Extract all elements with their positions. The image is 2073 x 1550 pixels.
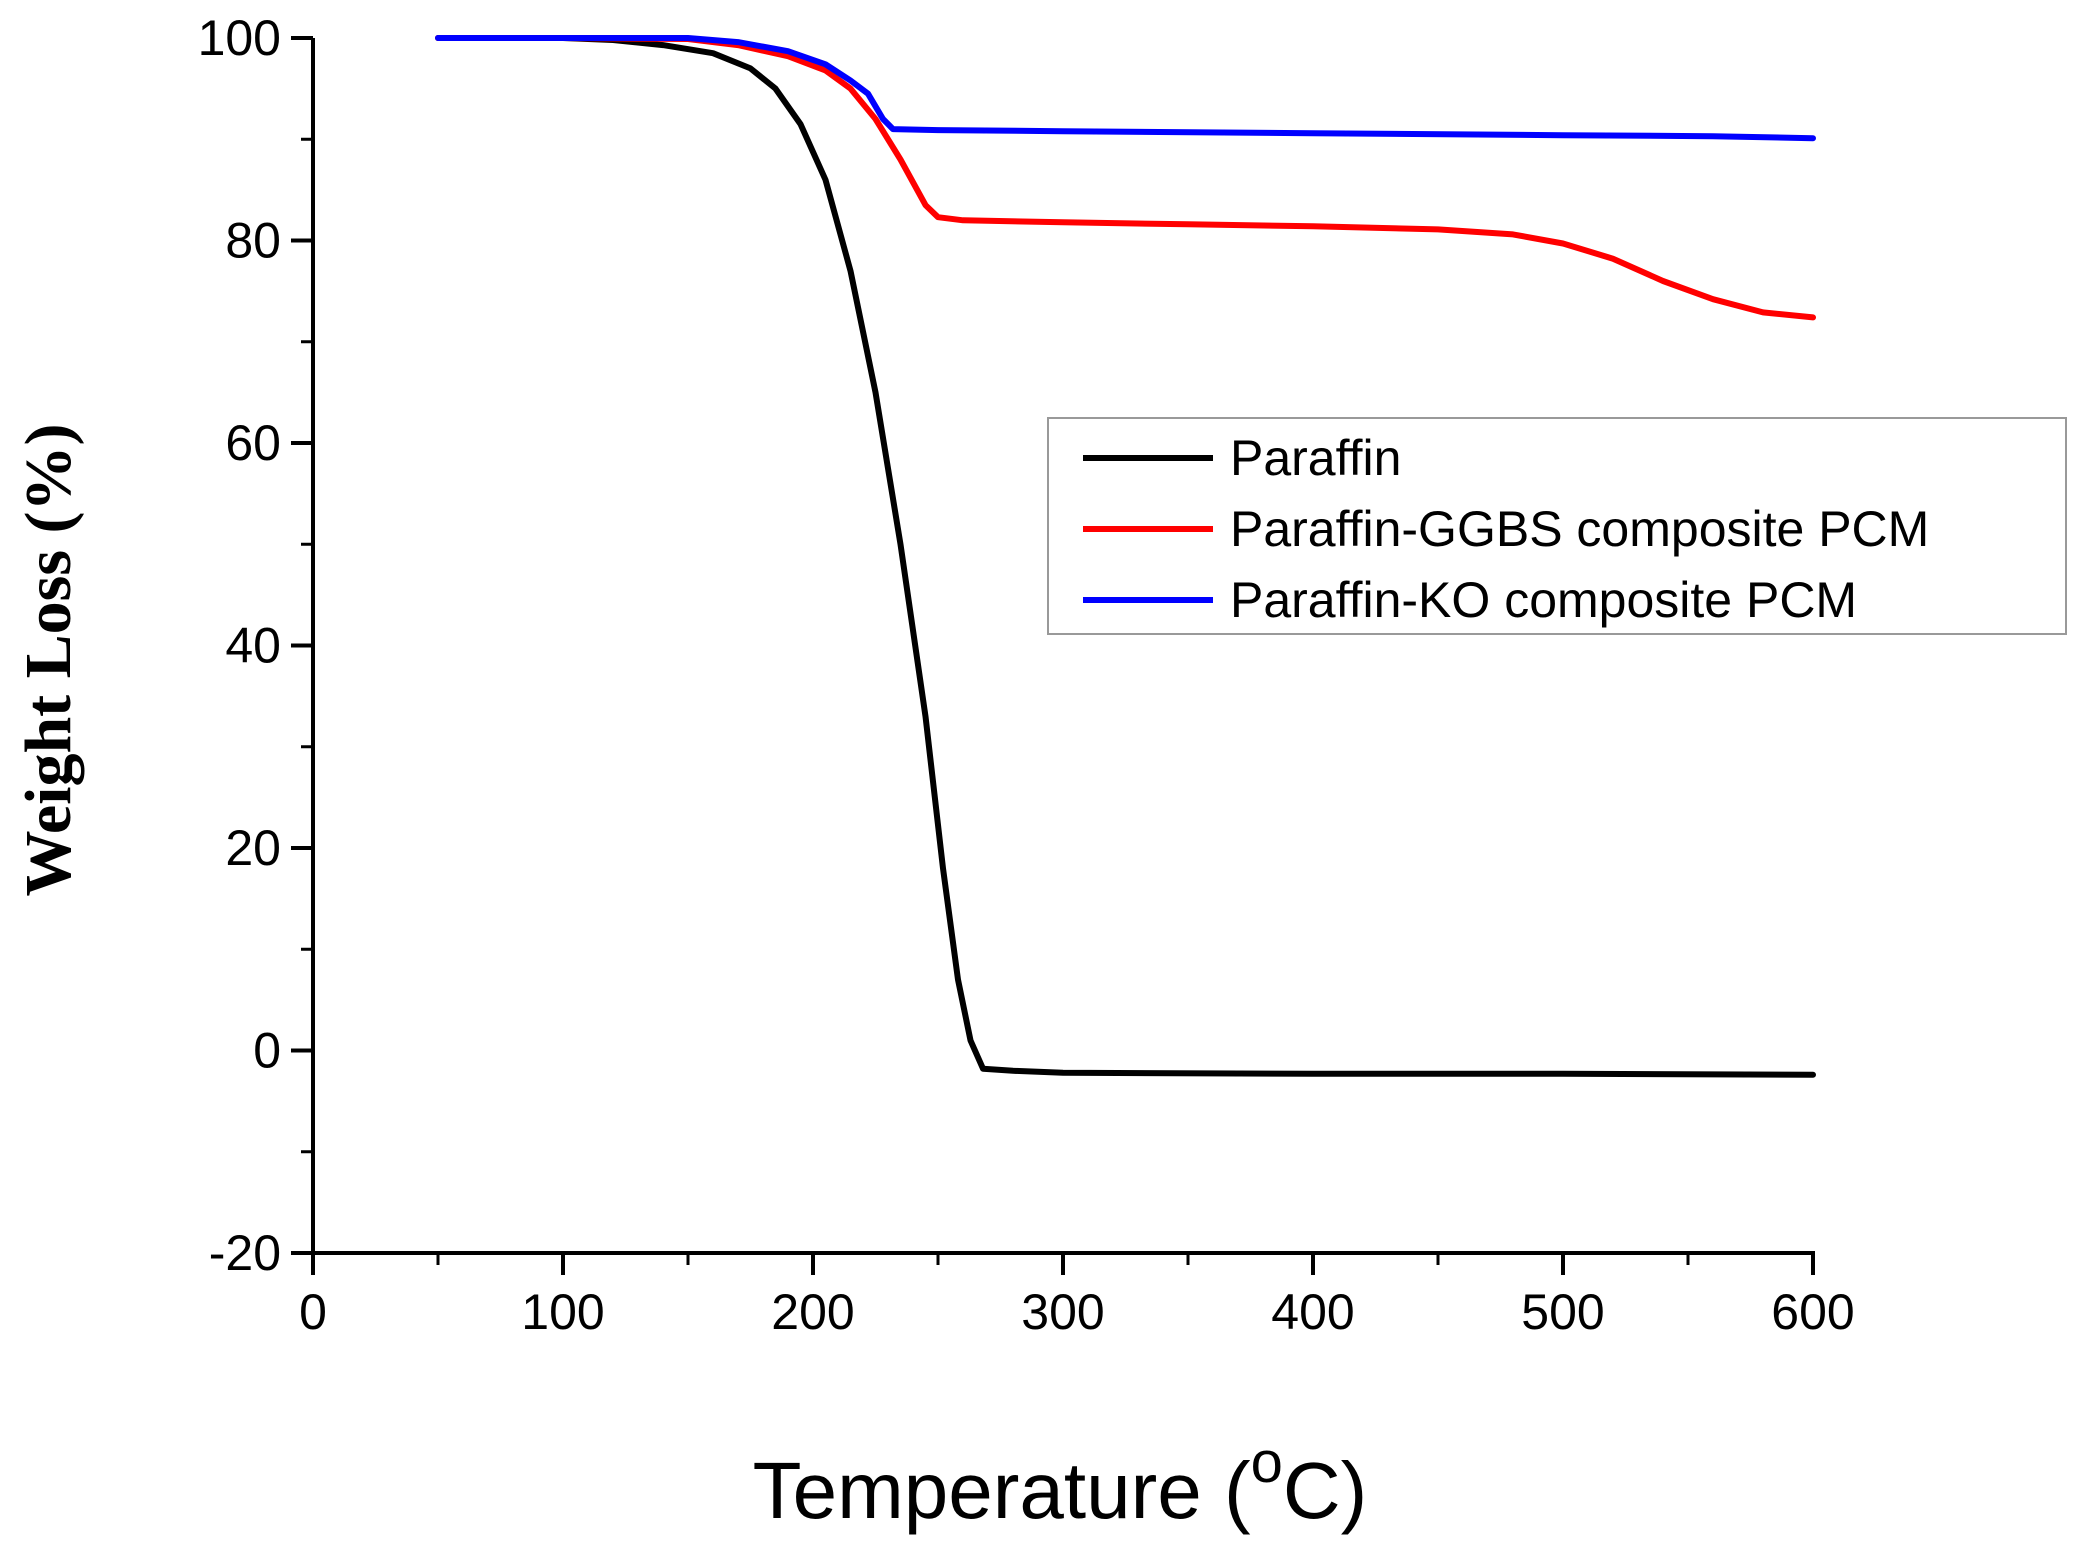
x-axis-title-unit: C)	[1283, 1446, 1367, 1535]
y-tick-label: -20	[209, 1225, 281, 1281]
y-tick-label: 60	[225, 415, 281, 471]
x-tick-label: 100	[521, 1284, 604, 1340]
x-tick-label: 400	[1271, 1284, 1354, 1340]
series-layer	[435, 35, 1816, 1078]
series-line-ggbs	[435, 35, 1816, 321]
x-axis-title-main: Temperature (	[753, 1446, 1251, 1535]
legend-label-ko: Paraffin-KO composite PCM	[1230, 572, 1857, 628]
y-tick-label: 100	[198, 10, 281, 66]
legend-box	[1047, 417, 2067, 635]
x-tick-label: 600	[1771, 1284, 1854, 1340]
y-tick-label: 20	[225, 820, 281, 876]
y-ticks: 100 80 60 40 20 0 -20	[198, 10, 313, 1281]
series-line-ko	[435, 35, 1816, 142]
y-tick-label: 80	[225, 213, 281, 269]
legend: Paraffin Paraffin-GGBS composite PCM Par…	[1047, 417, 2067, 635]
x-ticks: 0 100 200 300 400 500 600	[299, 1253, 1855, 1340]
x-axis-title-superscript: o	[1251, 1430, 1283, 1495]
legend-label-ggbs: Paraffin-GGBS composite PCM	[1230, 501, 1929, 557]
y-tick-label: 40	[225, 618, 281, 674]
x-tick-label: 300	[1021, 1284, 1104, 1340]
x-tick-label: 500	[1521, 1284, 1604, 1340]
x-tick-label: 0	[299, 1284, 327, 1340]
y-axis-title: Weight Loss (%)	[12, 423, 85, 896]
y-tick-label: 0	[253, 1023, 281, 1079]
legend-label-paraffin: Paraffin	[1230, 430, 1401, 486]
series-line-paraffin	[435, 35, 1816, 1078]
x-tick-label: 200	[771, 1284, 854, 1340]
x-axis-title: Temperature (oC)	[753, 1430, 1368, 1535]
